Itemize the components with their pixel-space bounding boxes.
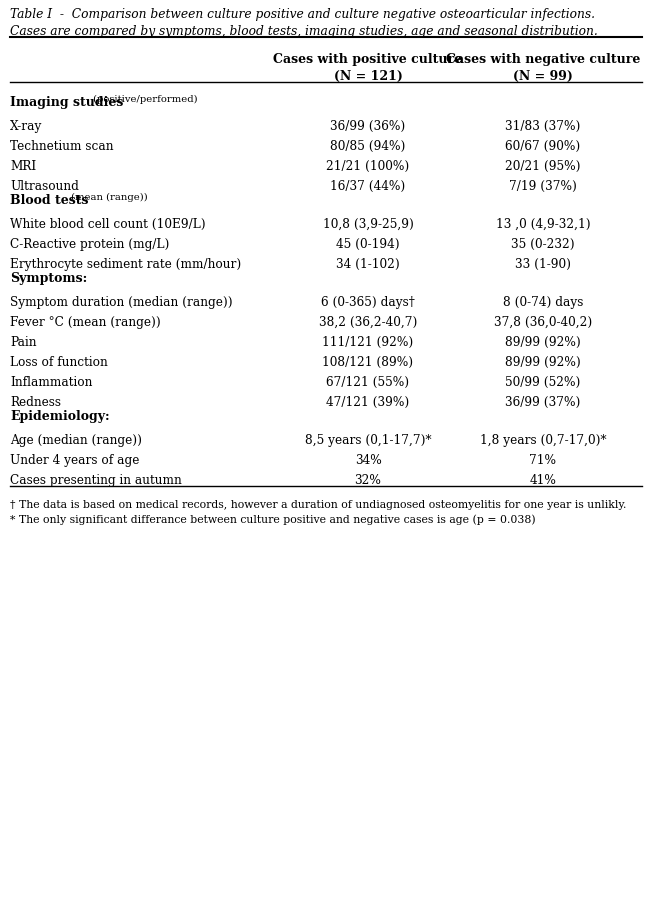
Text: (N = 121): (N = 121) [334, 70, 402, 83]
Text: 47/121 (39%): 47/121 (39%) [327, 396, 409, 409]
Text: Cases presenting in autumn: Cases presenting in autumn [10, 474, 182, 487]
Text: 89/99 (92%): 89/99 (92%) [505, 336, 581, 349]
Text: 80/85 (94%): 80/85 (94%) [331, 140, 406, 153]
Text: 108/121 (89%): 108/121 (89%) [323, 356, 413, 369]
Text: Epidemiology:: Epidemiology: [10, 410, 110, 423]
Text: 31/83 (37%): 31/83 (37%) [505, 120, 581, 133]
Text: Erythrocyte sediment rate (mm/hour): Erythrocyte sediment rate (mm/hour) [10, 258, 241, 271]
Text: 60/67 (90%): 60/67 (90%) [505, 140, 581, 153]
Text: 37,8 (36,0-40,2): 37,8 (36,0-40,2) [494, 316, 592, 329]
Text: 1,8 years (0,7-17,0)*: 1,8 years (0,7-17,0)* [480, 434, 606, 447]
Text: Table I  -  Comparison between culture positive and culture negative osteoarticu: Table I - Comparison between culture pos… [10, 8, 595, 21]
Text: Inflammation: Inflammation [10, 376, 93, 389]
Text: Under 4 years of age: Under 4 years of age [10, 454, 140, 467]
Text: 20/21 (95%): 20/21 (95%) [505, 160, 581, 173]
Text: 45 (0-194): 45 (0-194) [336, 238, 400, 251]
Text: X-ray: X-ray [10, 120, 42, 133]
Text: 35 (0-232): 35 (0-232) [511, 238, 575, 251]
Text: Fever °C (mean (range)): Fever °C (mean (range)) [10, 316, 161, 329]
Text: 10,8 (3,9-25,9): 10,8 (3,9-25,9) [323, 218, 413, 231]
Text: 36/99 (36%): 36/99 (36%) [331, 120, 406, 133]
Text: 33 (1-90): 33 (1-90) [515, 258, 571, 271]
Text: 6 (0-365) days†: 6 (0-365) days† [321, 296, 415, 309]
Text: 8 (0-74) days: 8 (0-74) days [503, 296, 583, 309]
Text: * The only significant differance between culture positive and negative cases is: * The only significant differance betwee… [10, 514, 536, 524]
Text: Redness: Redness [10, 396, 61, 409]
Text: 89/99 (92%): 89/99 (92%) [505, 356, 581, 369]
Text: C-Reactive protein (mg/L): C-Reactive protein (mg/L) [10, 238, 170, 251]
Text: Symptom duration (median (range)): Symptom duration (median (range)) [10, 296, 233, 309]
Text: Ultrasound: Ultrasound [10, 180, 79, 193]
Text: 8,5 years (0,1-17,7)*: 8,5 years (0,1-17,7)* [304, 434, 431, 447]
Text: 38,2 (36,2-40,7): 38,2 (36,2-40,7) [319, 316, 417, 329]
Text: 13 ,0 (4,9-32,1): 13 ,0 (4,9-32,1) [496, 218, 590, 231]
Text: 7/19 (37%): 7/19 (37%) [509, 180, 577, 193]
Text: 67/121 (55%): 67/121 (55%) [327, 376, 409, 389]
Text: 16/37 (44%): 16/37 (44%) [331, 180, 406, 193]
Text: (positive/performed): (positive/performed) [89, 95, 197, 104]
Text: 34 (1-102): 34 (1-102) [336, 258, 400, 271]
Text: 41%: 41% [529, 474, 556, 487]
Text: 71%: 71% [529, 454, 557, 467]
Text: 34%: 34% [355, 454, 381, 467]
Text: Blood tests: Blood tests [10, 194, 89, 207]
Text: (mean (range)): (mean (range)) [68, 193, 148, 202]
Text: MRI: MRI [10, 160, 37, 173]
Text: 50/99 (52%): 50/99 (52%) [505, 376, 581, 389]
Text: 36/99 (37%): 36/99 (37%) [505, 396, 581, 409]
Text: 111/121 (92%): 111/121 (92%) [322, 336, 413, 349]
Text: (N = 99): (N = 99) [513, 70, 573, 83]
Text: † The data is based on medical records, however a duration of undiagnosed osteom: † The data is based on medical records, … [10, 500, 627, 510]
Text: 21/21 (100%): 21/21 (100%) [327, 160, 409, 173]
Text: 32%: 32% [355, 474, 381, 487]
Text: Age (median (range)): Age (median (range)) [10, 434, 142, 447]
Text: Cases with negative culture: Cases with negative culture [446, 53, 640, 66]
Text: Loss of function: Loss of function [10, 356, 108, 369]
Text: Cases are compared by symptoms, blood tests, imaging studies, age and seasonal d: Cases are compared by symptoms, blood te… [10, 25, 598, 38]
Text: Symptoms:: Symptoms: [10, 272, 87, 285]
Text: Pain: Pain [10, 336, 37, 349]
Text: Technetium scan: Technetium scan [10, 140, 113, 153]
Text: Imaging studies: Imaging studies [10, 96, 123, 109]
Text: White blood cell count (10E9/L): White blood cell count (10E9/L) [10, 218, 205, 231]
Text: Cases with positive culture: Cases with positive culture [273, 53, 462, 66]
